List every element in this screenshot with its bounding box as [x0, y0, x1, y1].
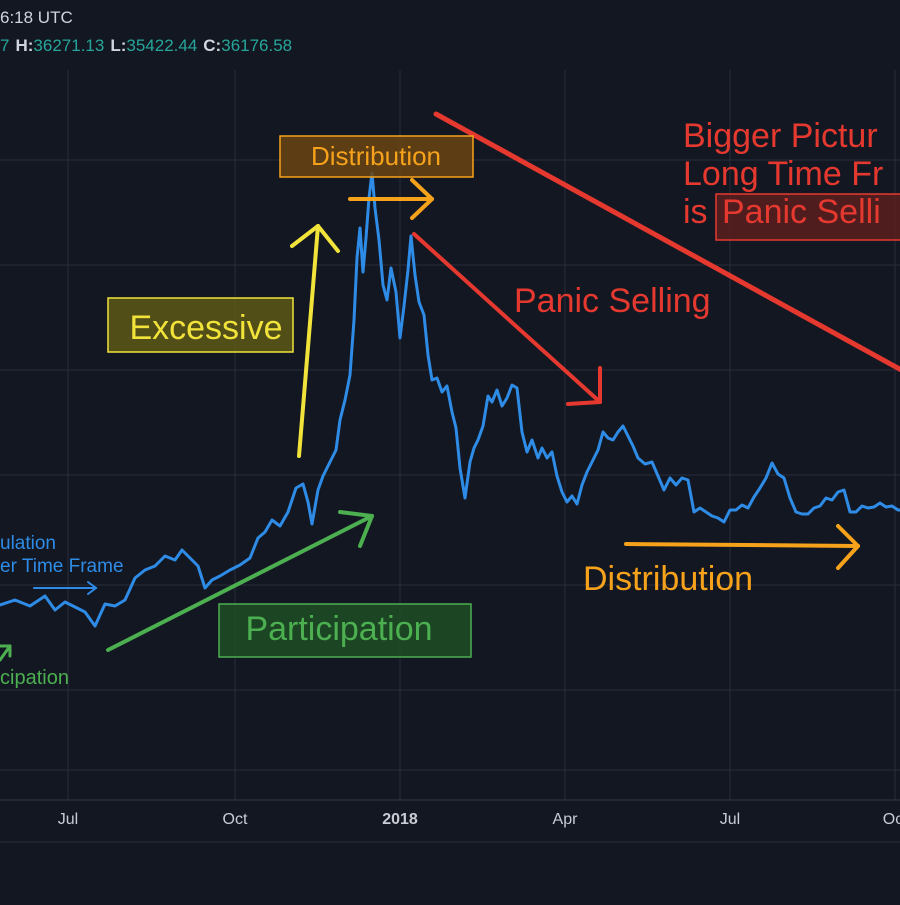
- bigger-picture-panic-box: [715, 193, 900, 241]
- price-chart-svg: Jul Oct 2018 Apr Jul Oc: [0, 70, 900, 843]
- excessive-arrow: [290, 224, 340, 458]
- chart-header: 6:18 UTC 7 H:36271.13 L:35422.44 C:36176.58: [0, 0, 900, 68]
- distribution-top-arrow: [348, 178, 434, 220]
- distribution-bottom-label: Distribution: [583, 560, 753, 598]
- ohlc-low-key: L:: [110, 36, 127, 55]
- ohlc-readout: 7 H:36271.13 L:35422.44 C:36176.58: [0, 36, 298, 56]
- price-series-line: [0, 171, 900, 628]
- x-tick-label: Oct: [223, 811, 248, 828]
- panic-selling-arrow: [412, 232, 602, 406]
- distribution-top-box: [279, 135, 474, 178]
- participation-arrow: [106, 510, 374, 652]
- excessive-label: Excessive: [129, 309, 282, 347]
- x-tick-label: 2018: [382, 811, 418, 828]
- x-axis-ticks: Jul Oct 2018 Apr Jul Oc: [58, 811, 900, 828]
- accumulation-arrow: [33, 581, 98, 595]
- x-tick-label: Oc: [883, 811, 900, 828]
- panic-selling-label: Panic Selling: [514, 282, 711, 320]
- bigger-picture-is: is: [683, 193, 708, 231]
- ohlc-open-value: 7: [0, 36, 10, 55]
- distribution-top-label: Distribution: [311, 141, 441, 171]
- accumulation-label-line1: ulation: [0, 533, 56, 554]
- x-tick-label: Jul: [720, 811, 740, 828]
- participation-left-label: cipation: [0, 667, 69, 689]
- grid-lines: [0, 70, 900, 800]
- x-tick-label: Jul: [58, 811, 78, 828]
- ohlc-close-value: 36176.58: [221, 36, 293, 55]
- ohlc-high-value: 36271.13: [33, 36, 105, 55]
- participation-label: Participation: [245, 610, 432, 648]
- bigger-picture-line1: Bigger Pictur: [683, 117, 878, 155]
- header-time: 6:18 UTC: [0, 8, 73, 27]
- bigger-picture-line2: Long Time Fr: [683, 155, 883, 193]
- long-term-trend-arrow: [433, 111, 900, 373]
- bigger-picture-panic-label: Panic Selli: [722, 193, 881, 231]
- participation-left-arrow: [0, 644, 12, 662]
- chart-area[interactable]: Jul Oct 2018 Apr Jul Oc: [0, 68, 900, 900]
- x-tick-label: Apr: [553, 811, 579, 828]
- participation-box: [218, 603, 472, 658]
- ohlc-high-key: H:: [15, 36, 34, 55]
- ohlc-close-key: C:: [203, 36, 222, 55]
- accumulation-label-line2: er Time Frame: [0, 556, 124, 577]
- distribution-bottom-arrow: [624, 524, 860, 570]
- excessive-box: [107, 297, 294, 353]
- ohlc-low-value: 35422.44: [126, 36, 198, 55]
